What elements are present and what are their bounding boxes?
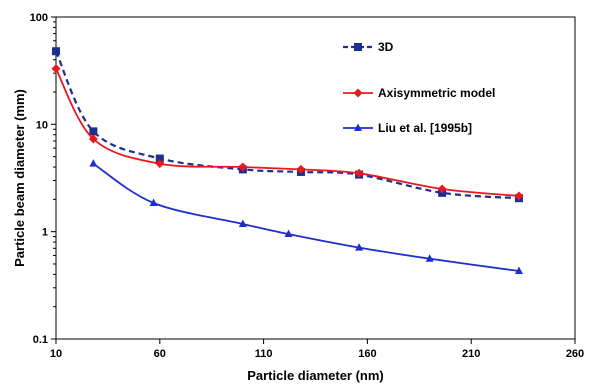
y-axis-title: Particle beam diameter (mm): [12, 89, 27, 267]
data-point-liu: [425, 254, 434, 262]
series-liu: [89, 159, 523, 275]
x-axis-title: Particle diameter (nm): [247, 368, 384, 383]
data-point-liu: [149, 198, 158, 206]
x-tick-label: 110: [255, 348, 273, 360]
plot-frame: [55, 16, 576, 340]
legend-marker-3d: [354, 43, 362, 51]
data-point-3d: [155, 154, 164, 163]
data-point-axisymmetric: [88, 134, 98, 144]
y-tick-label: 0.1: [33, 334, 48, 346]
legend-label-axisymmetric: Axisymmetric model: [378, 86, 495, 100]
legend: 3D Axisymmetric model Liu et al. [1995b]: [343, 40, 495, 135]
x-tick-label: 60: [154, 348, 166, 360]
y-tick-label: 10: [36, 119, 48, 131]
series-axisymmetric: [51, 64, 524, 201]
data-point-axisymmetric: [296, 164, 306, 174]
y-tick-label: 1: [42, 227, 48, 239]
data-point-axisymmetric: [155, 159, 165, 169]
series-line-liu: [92, 162, 520, 272]
data-point-liu: [284, 229, 293, 238]
y-axis-ticks: 0.1 1 10 100: [30, 12, 56, 346]
data-point-axisymmetric: [238, 162, 248, 172]
data-point-axisymmetric: [437, 184, 447, 194]
data-point-axisymmetric: [354, 168, 364, 178]
legend-label-liu: Liu et al. [1995b]: [378, 121, 472, 135]
y-tick-label: 100: [30, 12, 48, 24]
legend-marker-liu: [354, 123, 362, 131]
x-tick-label: 160: [358, 348, 376, 360]
legend-label-3d: 3D: [378, 40, 394, 54]
data-point-axisymmetric: [51, 64, 61, 74]
x-axis-ticks: 10 60 110 160 210 260: [50, 339, 584, 360]
data-point-liu: [89, 159, 98, 167]
x-tick-label: 210: [462, 348, 480, 360]
data-point-liu: [355, 243, 364, 251]
data-point-3d: [89, 127, 98, 136]
data-point-liu: [514, 266, 523, 275]
data-point-3d: [52, 47, 60, 56]
data-point-liu: [238, 219, 247, 227]
data-point-axisymmetric: [514, 191, 524, 201]
x-tick-label: 10: [50, 348, 62, 360]
x-tick-label: 260: [566, 348, 584, 360]
series-layer: [51, 47, 524, 275]
legend-marker-axisymmetric: [353, 88, 363, 98]
